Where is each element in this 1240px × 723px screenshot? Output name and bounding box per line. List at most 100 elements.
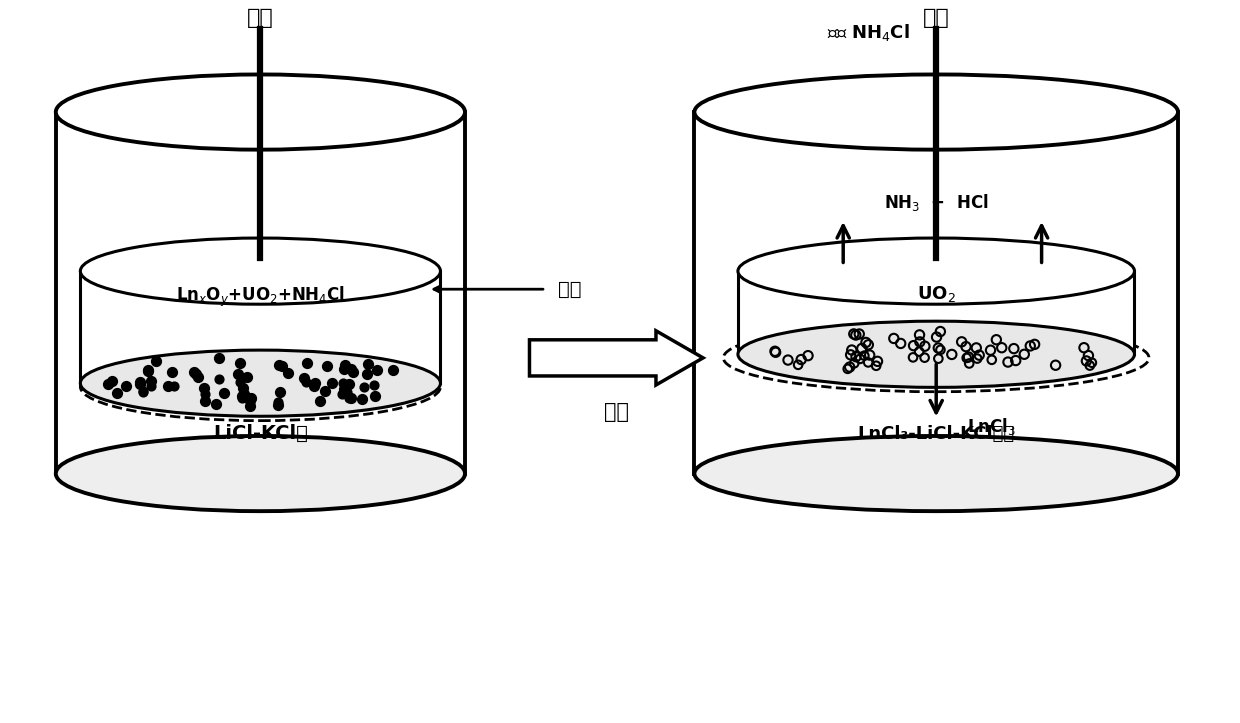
Point: [196, 395, 216, 406]
Point: [777, 354, 797, 366]
Point: [239, 396, 259, 408]
Point: [1079, 350, 1099, 362]
Point: [957, 352, 977, 364]
Point: [231, 376, 250, 388]
Point: [268, 396, 288, 408]
Point: [236, 392, 255, 403]
Point: [269, 359, 289, 371]
Point: [365, 380, 384, 391]
Text: 高温: 高温: [604, 402, 629, 422]
Point: [352, 393, 372, 405]
Point: [164, 380, 184, 392]
Point: [146, 356, 166, 367]
Text: 搞拌: 搞拌: [923, 8, 950, 28]
Point: [1045, 359, 1065, 371]
Point: [241, 393, 260, 404]
Point: [842, 344, 862, 356]
Point: [115, 380, 135, 391]
Point: [884, 333, 904, 344]
Point: [930, 344, 950, 356]
Point: [970, 349, 990, 361]
Point: [237, 372, 257, 383]
Point: [278, 367, 298, 379]
Point: [992, 342, 1012, 354]
Point: [322, 377, 342, 389]
Point: [966, 342, 986, 354]
Polygon shape: [56, 112, 465, 474]
Point: [856, 337, 875, 348]
Point: [910, 329, 930, 341]
Point: [233, 392, 253, 403]
Point: [157, 380, 177, 392]
Point: [272, 361, 291, 372]
Point: [903, 351, 923, 363]
Point: [846, 351, 866, 362]
Point: [210, 374, 229, 385]
Point: [859, 349, 879, 361]
Point: [952, 336, 972, 348]
Point: [789, 359, 808, 371]
Point: [1076, 355, 1096, 367]
Point: [844, 328, 864, 340]
Point: [766, 346, 786, 358]
Point: [317, 360, 337, 372]
Point: [956, 341, 976, 352]
Point: [851, 353, 870, 364]
Point: [138, 364, 157, 376]
Text: 滤网: 滤网: [558, 280, 582, 299]
Point: [343, 366, 363, 377]
Point: [844, 357, 864, 369]
Point: [981, 344, 1001, 356]
Point: [1024, 338, 1044, 350]
Point: [108, 388, 128, 399]
Point: [910, 336, 930, 348]
Point: [1080, 360, 1100, 372]
Ellipse shape: [56, 436, 465, 511]
Point: [340, 379, 360, 390]
Point: [195, 388, 215, 400]
Point: [854, 350, 874, 362]
Point: [335, 359, 355, 371]
Point: [335, 363, 355, 375]
Point: [1004, 343, 1024, 354]
Point: [1074, 342, 1094, 354]
Point: [269, 386, 289, 398]
Point: [241, 393, 260, 404]
Point: [367, 364, 387, 376]
Text: LnCl₃-LiCl-KCl蚶盐: LnCl₃-LiCl-KCl蚶盐: [858, 425, 1014, 442]
Point: [852, 343, 872, 354]
Point: [987, 334, 1007, 346]
Point: [234, 388, 254, 399]
Point: [298, 357, 317, 369]
Point: [304, 380, 324, 392]
Point: [838, 363, 858, 375]
Point: [846, 329, 866, 341]
Point: [930, 326, 950, 338]
Point: [858, 356, 878, 368]
Point: [133, 385, 153, 397]
Point: [334, 377, 353, 389]
Point: [208, 352, 228, 364]
Point: [294, 372, 314, 384]
Point: [357, 368, 377, 380]
Point: [239, 401, 259, 412]
Point: [186, 368, 206, 380]
Point: [868, 356, 888, 367]
Text: LnCl$_3$: LnCl$_3$: [967, 416, 1017, 437]
Point: [1021, 340, 1040, 351]
FancyArrow shape: [529, 331, 703, 385]
Point: [383, 364, 403, 376]
Point: [305, 377, 325, 388]
Point: [98, 379, 118, 390]
Point: [231, 357, 250, 369]
Point: [841, 349, 861, 361]
Text: UO$_2$: UO$_2$: [916, 284, 956, 304]
Point: [339, 393, 358, 404]
Point: [839, 362, 859, 373]
Point: [942, 348, 962, 360]
Point: [358, 359, 378, 370]
Point: [890, 338, 910, 349]
Point: [162, 366, 182, 377]
Ellipse shape: [81, 350, 440, 416]
Point: [867, 360, 887, 372]
